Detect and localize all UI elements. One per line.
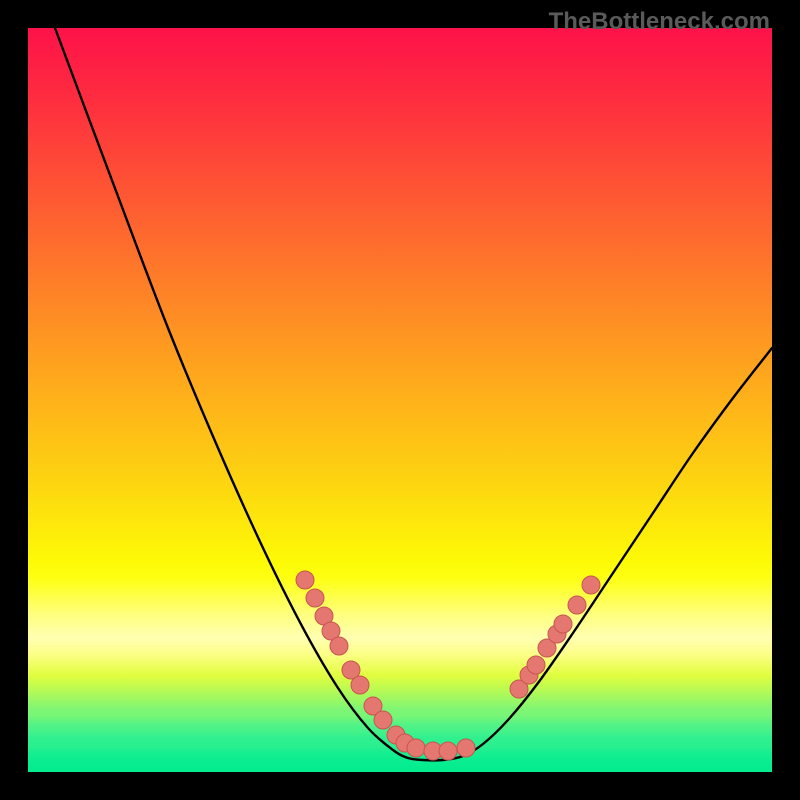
data-marker bbox=[330, 637, 348, 655]
data-marker bbox=[306, 589, 324, 607]
data-marker bbox=[527, 656, 545, 674]
data-marker bbox=[554, 615, 572, 633]
data-marker bbox=[296, 571, 314, 589]
gradient-background bbox=[28, 28, 772, 772]
data-marker bbox=[582, 576, 600, 594]
plot-svg bbox=[28, 28, 772, 772]
data-marker bbox=[568, 596, 586, 614]
watermark-text: TheBottleneck.com bbox=[549, 8, 770, 36]
data-marker bbox=[457, 739, 475, 757]
data-marker bbox=[374, 711, 392, 729]
data-marker bbox=[407, 739, 425, 757]
data-marker bbox=[351, 676, 369, 694]
data-marker bbox=[439, 742, 457, 760]
plot-area bbox=[28, 28, 772, 772]
chart-frame: TheBottleneck.com bbox=[0, 0, 800, 800]
